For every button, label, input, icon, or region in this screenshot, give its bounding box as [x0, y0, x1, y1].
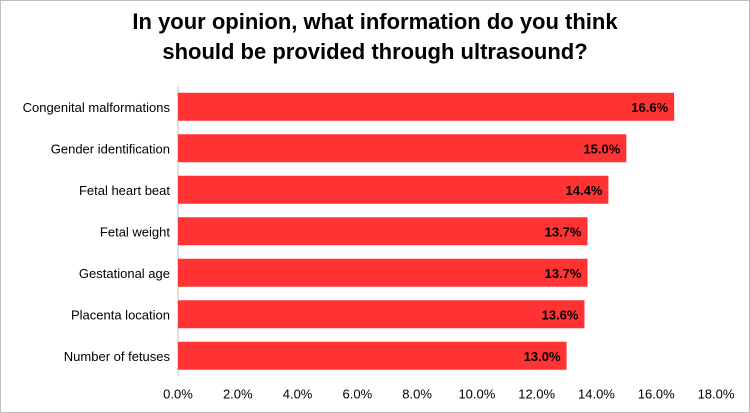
value-label-2: 15.0%	[583, 141, 620, 156]
category-label-6: Placenta location	[71, 307, 170, 322]
x-tick-label-8: 14.0%	[578, 387, 615, 402]
x-tick-label-7: 12.0%	[518, 387, 555, 402]
value-label-6: 13.6%	[542, 307, 579, 322]
x-tick-label-1: 0.0%	[163, 387, 193, 402]
bar-4	[178, 217, 588, 246]
bar-6	[178, 300, 585, 329]
category-label-3: Fetal heart beat	[79, 183, 170, 198]
x-tick-label-3: 4.0%	[283, 387, 313, 402]
value-label-7: 13.0%	[524, 349, 561, 364]
x-tick-label-9: 16.0%	[638, 387, 675, 402]
bar-5	[178, 258, 588, 287]
category-label-4: Fetal weight	[100, 224, 170, 239]
x-tick-label-4: 6.0%	[343, 387, 373, 402]
x-tick-label-10: 18.0%	[698, 387, 735, 402]
category-label-2: Gender identification	[51, 141, 170, 156]
chart-title: In your opinion, what information do you…	[1, 7, 749, 67]
x-tick-label-6: 10.0%	[458, 387, 495, 402]
category-label-5: Gestational age	[79, 266, 170, 281]
bar-2	[178, 134, 627, 163]
x-tick-label-2: 2.0%	[223, 387, 253, 402]
bar-3	[178, 175, 609, 204]
category-label-1: Congenital malformations	[23, 100, 171, 115]
value-label-5: 13.7%	[545, 266, 582, 281]
value-label-1: 16.6%	[631, 100, 668, 115]
chart-title-line-2: should be provided through ultrasound?	[162, 39, 588, 64]
category-label-7: Number of fetuses	[64, 349, 171, 364]
x-tick-label-5: 8.0%	[402, 387, 432, 402]
value-label-3: 14.4%	[566, 183, 603, 198]
bar-1	[178, 92, 675, 121]
value-label-4: 13.7%	[545, 224, 582, 239]
bar-7	[178, 341, 567, 370]
chart-title-line-1: In your opinion, what information do you…	[132, 9, 618, 34]
